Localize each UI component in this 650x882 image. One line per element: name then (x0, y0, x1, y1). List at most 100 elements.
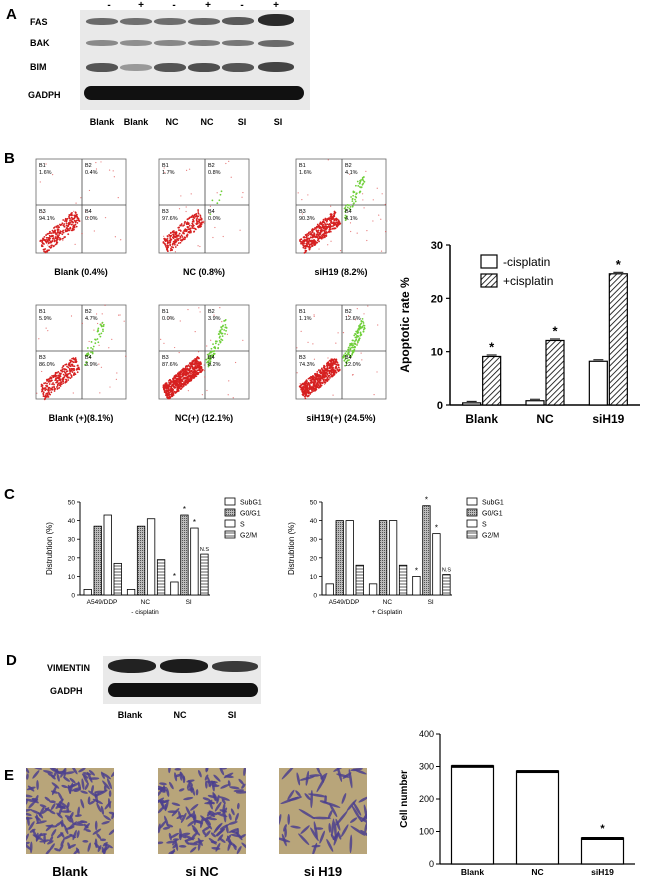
event-dot (64, 236, 67, 238)
event-dot (309, 233, 312, 236)
event-dot (323, 373, 326, 376)
event-dot (318, 378, 321, 381)
event-dot (352, 351, 355, 353)
migrated-cell (101, 821, 110, 825)
error-bar (581, 837, 624, 840)
event-dot (316, 235, 318, 238)
migrated-cell (319, 830, 325, 844)
event-dot (183, 382, 186, 385)
event-dot (176, 386, 179, 389)
bar-cisplatin (482, 355, 502, 406)
event-dot (221, 328, 223, 331)
event-dot (224, 319, 226, 322)
blot-band (212, 661, 258, 672)
migrated-cell (101, 772, 111, 780)
migrated-cell (181, 832, 191, 836)
x-tick-label: NC (531, 867, 543, 877)
legend-label: S (240, 522, 245, 529)
event-dot (73, 228, 75, 231)
event-dot (312, 377, 315, 379)
event-dot (317, 230, 319, 232)
event-dot (45, 327, 47, 329)
migrated-cell (103, 843, 108, 854)
event-dot (344, 352, 347, 355)
event-dot (61, 378, 63, 381)
bar-s (388, 520, 398, 596)
y-tick-label: 20 (68, 555, 76, 562)
event-dot (182, 378, 185, 380)
y-axis-label: Apoptotic rate % (398, 277, 412, 373)
event-dot (362, 199, 364, 201)
event-dot (325, 364, 328, 367)
event-dot (164, 238, 167, 241)
y-tick-label: 10 (310, 574, 318, 581)
x-tick-label: SI (428, 599, 434, 606)
event-dot (191, 360, 194, 363)
quadrant-name: B4 (345, 355, 352, 361)
y-tick-label: 30 (431, 240, 443, 252)
event-dot (349, 173, 351, 175)
event-dot (193, 371, 196, 374)
event-dot (316, 239, 319, 242)
event-dot (354, 336, 357, 339)
migrated-cell (191, 824, 199, 833)
event-dot (46, 385, 49, 388)
event-dot (173, 387, 176, 389)
event-dot (45, 378, 48, 381)
event-dot (303, 383, 306, 386)
migrated-cell (184, 834, 195, 841)
migrated-cell (202, 797, 211, 801)
event-dot (316, 370, 319, 373)
event-dot (93, 230, 95, 232)
event-dot (191, 367, 194, 370)
event-dot (188, 230, 190, 233)
lane-label: Blank (117, 710, 143, 720)
event-dot (70, 216, 73, 219)
event-dot (327, 230, 330, 233)
migrated-cell (213, 792, 218, 802)
event-dot (169, 243, 172, 246)
event-dot (222, 235, 224, 238)
x-tick-label: siH19 (591, 867, 614, 877)
migrated-cell (63, 771, 75, 775)
event-dot (320, 367, 323, 370)
event-dot (197, 364, 200, 366)
event-dot (317, 237, 320, 240)
event-dot (41, 390, 43, 393)
migrated-cell (207, 799, 213, 804)
event-dot (48, 392, 51, 395)
event-dot (177, 226, 180, 229)
event-dot (333, 227, 335, 230)
migrated-cell (58, 805, 66, 810)
event-dot (163, 242, 166, 245)
micrograph-image (26, 768, 114, 854)
cell-number-chart: 0 100 200 300 400 Cell number Blank NC * siH19 (399, 729, 635, 877)
migrated-cell (35, 832, 42, 842)
event-dot (230, 176, 232, 178)
y-axis-label: Distrubtion (%) (45, 522, 54, 575)
micrograph-image (279, 768, 367, 854)
event-dot (53, 240, 56, 243)
event-dot (316, 233, 319, 236)
event-dot (195, 228, 197, 231)
event-dot (47, 387, 50, 390)
event-dot (58, 232, 61, 235)
event-dot (347, 346, 350, 349)
event-dot (73, 358, 76, 361)
event-dot (333, 374, 335, 376)
bar-g0g1 (93, 525, 102, 596)
migrated-cell (69, 777, 76, 784)
event-dot (211, 354, 214, 357)
event-dot (322, 378, 325, 381)
quadrant-percent: 0.8% (208, 170, 221, 176)
event-dot (71, 357, 73, 360)
event-dot (296, 372, 298, 374)
migrated-cell (220, 783, 230, 789)
event-dot (308, 243, 311, 246)
migrated-cell (49, 800, 56, 804)
migrated-cell (240, 834, 246, 839)
event-dot (190, 369, 193, 372)
event-dot (301, 391, 304, 394)
significance-marker: * (616, 257, 622, 272)
migrated-cell (69, 814, 74, 824)
